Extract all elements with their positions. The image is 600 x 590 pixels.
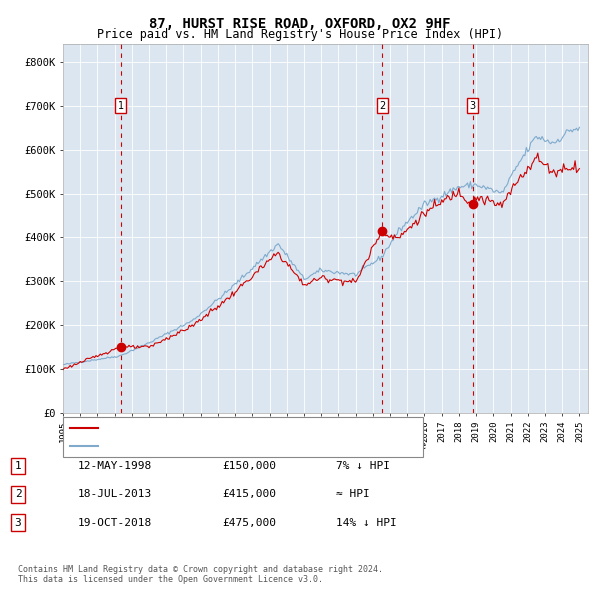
Text: 1: 1 xyxy=(118,101,124,111)
Text: Contains HM Land Registry data © Crown copyright and database right 2024.
This d: Contains HM Land Registry data © Crown c… xyxy=(18,565,383,584)
Text: 19-OCT-2018: 19-OCT-2018 xyxy=(78,518,152,527)
Text: 3: 3 xyxy=(14,518,22,527)
Text: £415,000: £415,000 xyxy=(222,490,276,499)
Text: £475,000: £475,000 xyxy=(222,518,276,527)
Text: 87, HURST RISE ROAD, OXFORD, OX2 9HF (detached house): 87, HURST RISE ROAD, OXFORD, OX2 9HF (de… xyxy=(103,424,414,434)
Text: 1: 1 xyxy=(14,461,22,471)
Text: 14% ↓ HPI: 14% ↓ HPI xyxy=(336,518,397,527)
Text: £150,000: £150,000 xyxy=(222,461,276,471)
Text: 2: 2 xyxy=(14,490,22,499)
Text: Price paid vs. HM Land Registry's House Price Index (HPI): Price paid vs. HM Land Registry's House … xyxy=(97,28,503,41)
Text: 3: 3 xyxy=(470,101,476,111)
Text: 87, HURST RISE ROAD, OXFORD, OX2 9HF: 87, HURST RISE ROAD, OXFORD, OX2 9HF xyxy=(149,17,451,31)
Text: 18-JUL-2013: 18-JUL-2013 xyxy=(78,490,152,499)
Text: 12-MAY-1998: 12-MAY-1998 xyxy=(78,461,152,471)
Text: 2: 2 xyxy=(379,101,385,111)
Text: 7% ↓ HPI: 7% ↓ HPI xyxy=(336,461,390,471)
Text: ≈ HPI: ≈ HPI xyxy=(336,490,370,499)
Text: HPI: Average price, detached house, Vale of White Horse: HPI: Average price, detached house, Vale… xyxy=(103,441,426,451)
